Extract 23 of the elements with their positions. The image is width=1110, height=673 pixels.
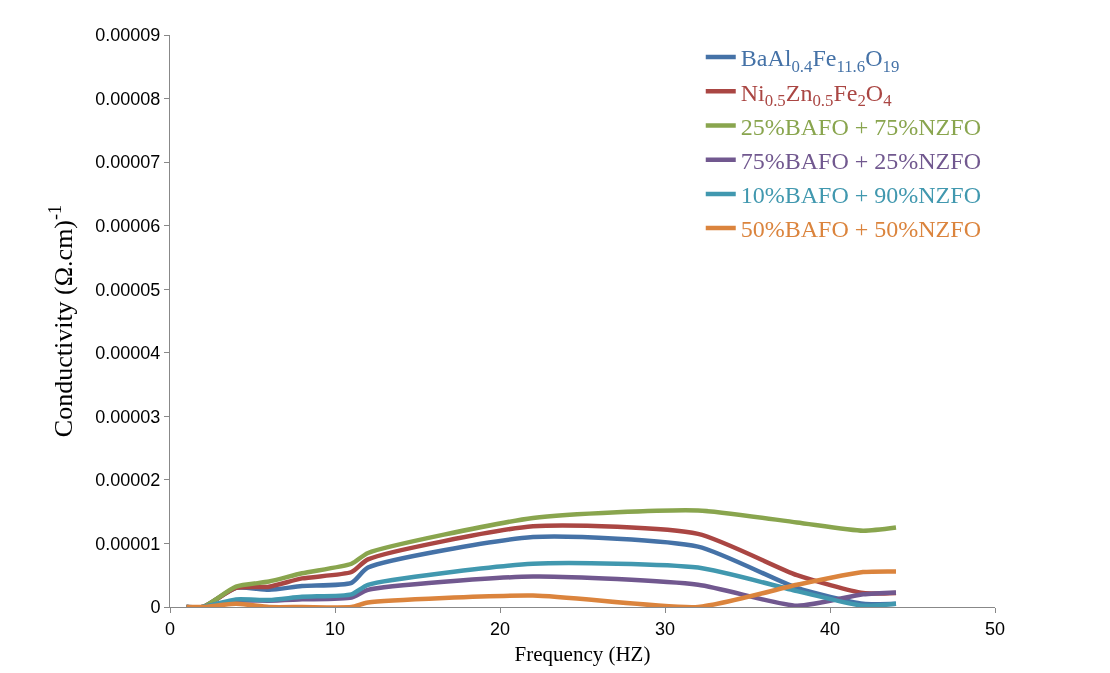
legend-label: 75%BAFO + 25%NZFO — [740, 148, 981, 175]
legend-label: BaAl$_{0.4}$Fe$_{11.6}$O$_{19}$ — [740, 45, 900, 76]
legend-label: 50%BAFO + 50%NZFO — [740, 216, 981, 243]
x-tick-label: 50 — [984, 618, 1006, 639]
x-tick-label: 20 — [489, 618, 511, 639]
legend-label: Ni$_{0.5}$Zn$_{0.5}$Fe$_{2}$O$_{4}$ — [740, 79, 893, 110]
y-tick-label: 0.00001 — [95, 533, 161, 554]
x-tick-label: 40 — [819, 618, 841, 639]
y-tick-label: 0 — [150, 597, 161, 618]
y-tick-label: 0.00004 — [95, 343, 161, 364]
x-tick-label: 0 — [164, 618, 176, 639]
x-tick-label: 30 — [654, 618, 676, 639]
y-tick-label: 0.00009 — [95, 25, 161, 46]
y-tick-label: 0.00002 — [95, 470, 161, 491]
legend-label: 10%BAFO + 90%NZFO — [740, 182, 981, 209]
y-tick-label: 0.00008 — [95, 88, 161, 109]
y-tick-label: 0.00005 — [95, 279, 161, 300]
y-tick-label: 0.00003 — [95, 406, 161, 427]
y-tick-label: 0.00006 — [95, 215, 161, 236]
x-tick-label: 10 — [324, 618, 346, 639]
y-tick-label: 0.00007 — [95, 152, 161, 173]
legend-label: 25%BAFO + 75%NZFO — [740, 113, 981, 140]
x-axis-title: Frequency (HZ) — [514, 641, 651, 666]
